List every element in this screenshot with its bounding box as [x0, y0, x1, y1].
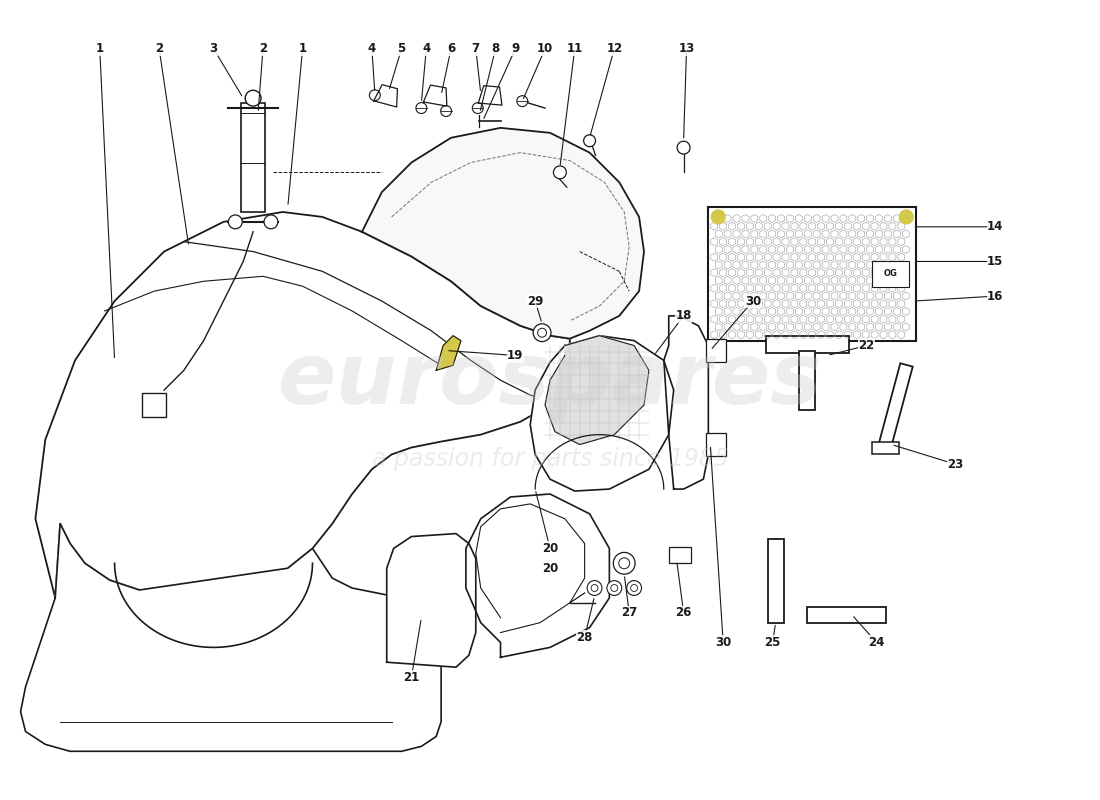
- Circle shape: [614, 552, 635, 574]
- Text: 5: 5: [397, 42, 406, 55]
- Text: 2: 2: [258, 42, 267, 55]
- Text: 27: 27: [621, 606, 637, 619]
- Text: 30: 30: [745, 294, 761, 307]
- Text: 15: 15: [987, 255, 1003, 268]
- Text: 12: 12: [606, 42, 623, 55]
- Text: OG: OG: [883, 270, 898, 278]
- Text: 24: 24: [868, 636, 884, 649]
- Bar: [800, 350, 815, 410]
- Circle shape: [245, 90, 261, 106]
- Polygon shape: [546, 336, 649, 445]
- Bar: [871, 442, 900, 454]
- Text: 1: 1: [96, 42, 103, 55]
- Circle shape: [584, 134, 595, 146]
- Bar: [142, 393, 166, 417]
- Text: 9: 9: [512, 42, 519, 55]
- Text: 28: 28: [576, 631, 593, 644]
- Text: 30: 30: [715, 636, 732, 649]
- Circle shape: [416, 102, 427, 114]
- Circle shape: [607, 581, 621, 595]
- Bar: [879, 363, 913, 448]
- Polygon shape: [530, 336, 673, 491]
- Bar: [706, 338, 726, 362]
- Circle shape: [472, 102, 483, 114]
- Bar: [871, 261, 910, 286]
- Text: 23: 23: [947, 458, 964, 471]
- Bar: [708, 207, 916, 341]
- Circle shape: [627, 581, 641, 595]
- Text: 4: 4: [422, 42, 430, 55]
- Text: 16: 16: [987, 290, 1003, 302]
- Text: 6: 6: [447, 42, 455, 55]
- Text: 4: 4: [367, 42, 376, 55]
- Bar: [669, 547, 691, 563]
- Circle shape: [229, 215, 242, 229]
- Text: 10: 10: [537, 42, 553, 55]
- Circle shape: [587, 581, 602, 595]
- Polygon shape: [387, 534, 476, 667]
- Polygon shape: [424, 85, 447, 106]
- Polygon shape: [478, 86, 502, 105]
- Text: 19: 19: [507, 349, 524, 362]
- Text: 25: 25: [764, 636, 781, 649]
- Text: 22: 22: [858, 339, 874, 352]
- Circle shape: [900, 210, 913, 224]
- Polygon shape: [35, 212, 570, 598]
- Bar: [766, 336, 849, 354]
- Text: 13: 13: [679, 42, 695, 55]
- Text: 29: 29: [527, 294, 543, 307]
- Circle shape: [553, 166, 566, 179]
- Polygon shape: [466, 494, 609, 658]
- Polygon shape: [437, 336, 461, 370]
- Text: 11: 11: [566, 42, 583, 55]
- Circle shape: [712, 210, 725, 224]
- Polygon shape: [362, 128, 644, 338]
- Text: 14: 14: [987, 220, 1003, 234]
- Circle shape: [264, 215, 278, 229]
- Text: 21: 21: [404, 670, 419, 683]
- Circle shape: [534, 324, 551, 342]
- Polygon shape: [21, 524, 441, 751]
- Circle shape: [441, 106, 451, 117]
- Text: 20: 20: [542, 562, 558, 574]
- Polygon shape: [663, 316, 708, 489]
- Text: 7: 7: [472, 42, 480, 55]
- Bar: [706, 433, 726, 457]
- Text: 8: 8: [492, 42, 499, 55]
- Text: a passion for parts since 1985: a passion for parts since 1985: [372, 447, 728, 471]
- Polygon shape: [374, 85, 397, 107]
- Bar: [768, 538, 783, 622]
- Text: eurospares: eurospares: [277, 338, 823, 422]
- Text: 2: 2: [155, 42, 163, 55]
- Circle shape: [370, 90, 381, 101]
- Text: 18: 18: [675, 310, 692, 322]
- Text: 1: 1: [298, 42, 307, 55]
- Circle shape: [678, 142, 690, 154]
- Text: 20: 20: [542, 542, 558, 555]
- Circle shape: [517, 96, 528, 106]
- Text: 3: 3: [209, 42, 218, 55]
- Bar: [807, 607, 887, 622]
- Bar: [241, 103, 265, 212]
- Text: 26: 26: [675, 606, 692, 619]
